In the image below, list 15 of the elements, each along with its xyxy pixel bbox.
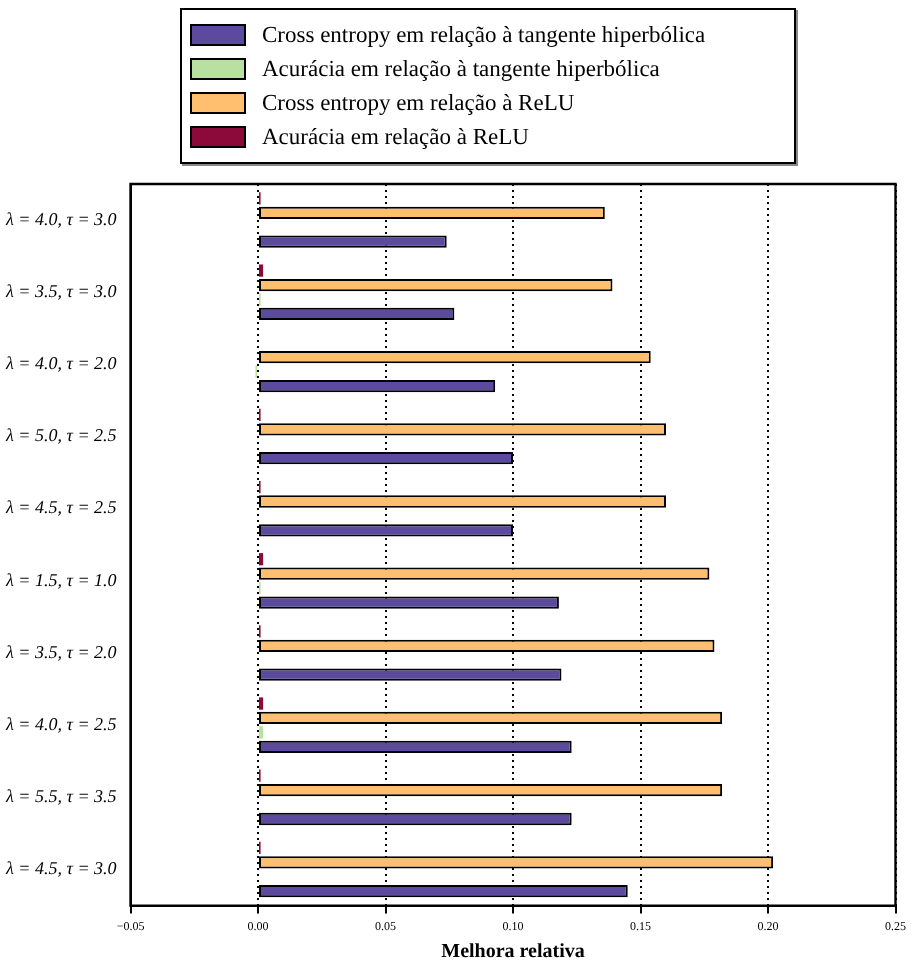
y-tick-label: λ = 4.5, τ = 2.5: [4, 497, 118, 518]
legend-label: Cross entropy em relação à tangente hiperbólica: [262, 23, 706, 47]
legend-label: Acurácia em relação à tangente hiperbólica: [262, 57, 660, 81]
y-tick-label: λ = 5.5, τ = 3.5: [4, 786, 118, 807]
y-tick-label: λ = 5.0, τ = 2.5: [4, 425, 118, 446]
y-tick-label: λ = 1.5, τ = 1.0: [4, 569, 118, 590]
y-tick-label: λ = 4.0, τ = 2.0: [4, 353, 118, 374]
legend-label: Acurácia em relação à ReLU: [262, 125, 529, 149]
y-tick-label: λ = 4.0, τ = 3.0: [4, 208, 118, 229]
x-axis-title: Melhora relativa: [441, 941, 585, 964]
y-tick-label: λ = 3.5, τ = 2.0: [4, 641, 118, 662]
y-tick-label: λ = 4.5, τ = 3.0: [4, 858, 118, 879]
y-tick-label: λ = 4.0, τ = 2.5: [4, 713, 118, 734]
y-tick-label: λ = 3.5, τ = 3.0: [4, 280, 118, 301]
legend-label: Cross entropy em relação à ReLU: [262, 91, 575, 115]
